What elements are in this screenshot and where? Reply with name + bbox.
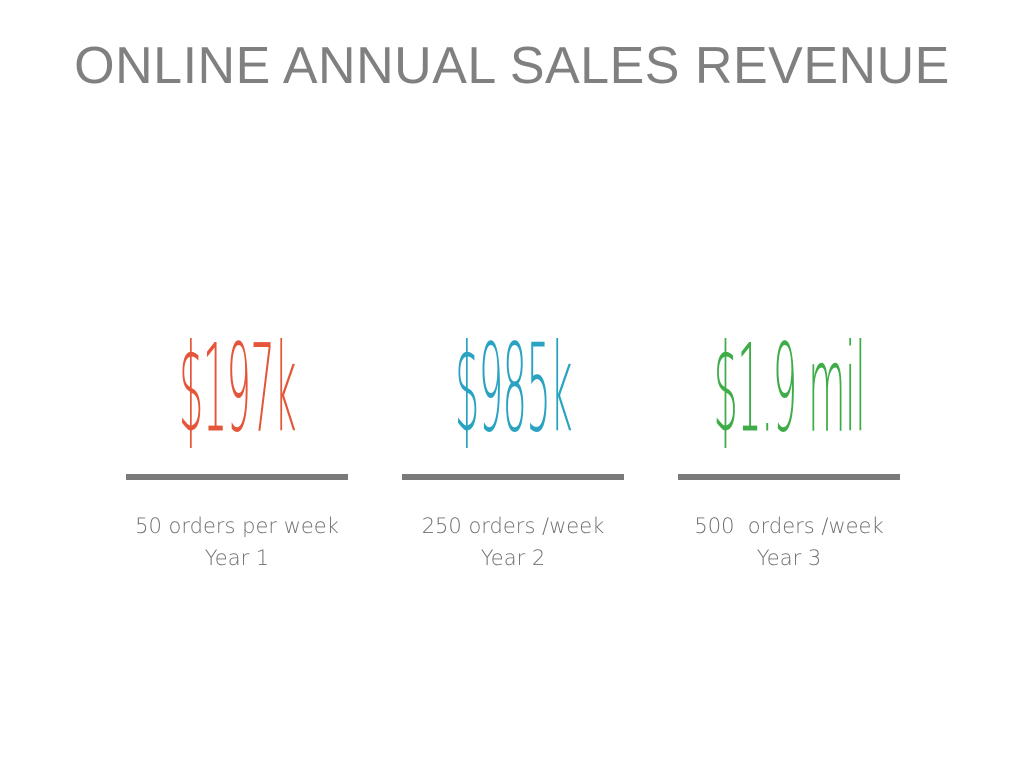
year-label: Year 3 [756, 546, 822, 570]
revenue-value: $197k [126, 318, 348, 450]
stat-block-year-2: $985k 250 orders /week Year 2 [402, 318, 624, 578]
divider-rule [126, 474, 348, 480]
divider-rule [678, 474, 900, 480]
stat-block-year-3: $1.9 mil 500 orders /week Year 3 [678, 318, 900, 578]
stat-caption: 500 orders /week Year 3 [668, 510, 910, 574]
divider-rule [402, 474, 624, 480]
slide-title: ONLINE ANNUAL SALES REVENUE [74, 37, 950, 95]
orders-per-week: 50 orders per week [135, 514, 339, 538]
stat-block-year-1: $197k 50 orders per week Year 1 [126, 318, 348, 578]
revenue-value: $985k [402, 318, 624, 450]
year-label: Year 1 [204, 546, 270, 570]
revenue-value-text: $1.9 mil [713, 317, 865, 460]
revenue-value-text: $985k [454, 317, 572, 460]
revenue-value: $1.9 mil [678, 318, 900, 450]
revenue-value-text: $197k [178, 317, 296, 460]
stat-caption: 250 orders /week Year 2 [392, 510, 634, 574]
stat-caption: 50 orders per week Year 1 [116, 510, 358, 574]
orders-per-week: 500 orders /week [694, 514, 884, 538]
orders-per-week: 250 orders /week [421, 514, 605, 538]
year-label: Year 2 [480, 546, 546, 570]
